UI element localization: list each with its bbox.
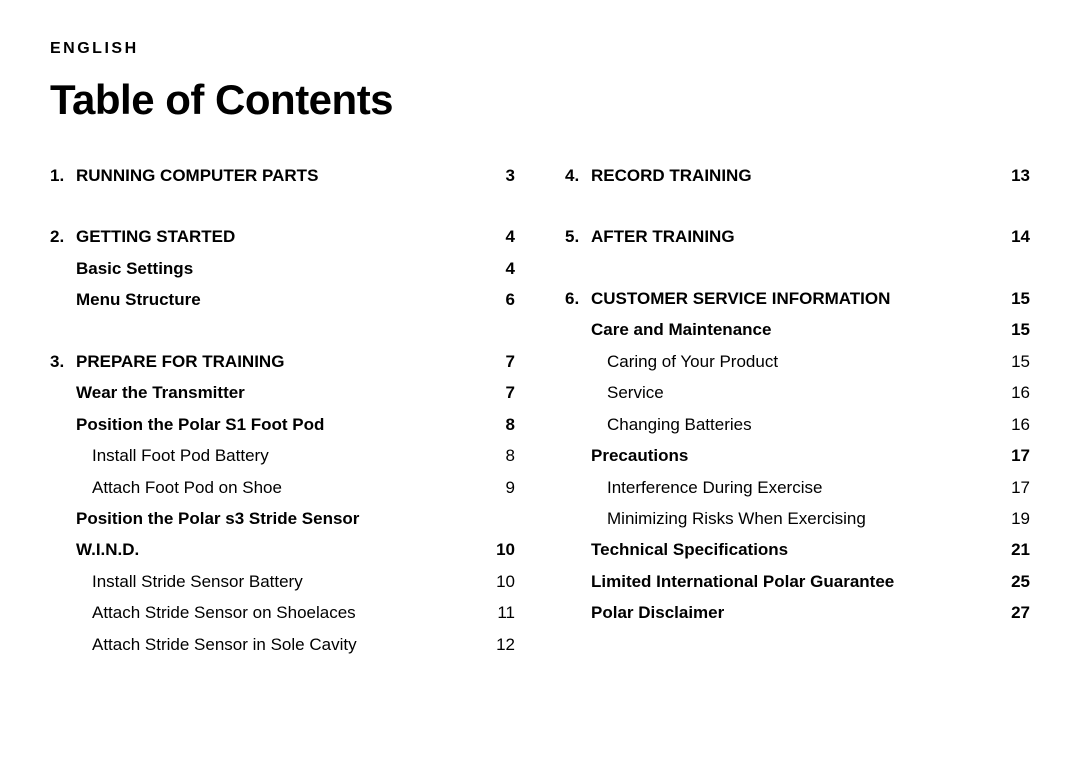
toc-entry-label: GETTING STARTED	[76, 221, 235, 252]
toc-entry-label: RUNNING COMPUTER PARTS	[76, 160, 318, 191]
page-title: Table of Contents	[50, 76, 1030, 124]
toc-entry: 5.AFTER TRAINING 14	[565, 221, 1030, 252]
toc-entry-label: PREPARE FOR TRAINING	[76, 346, 284, 377]
toc-entry: Position the Polar S1 Foot Pod 8	[50, 409, 515, 440]
toc-entry-page: 13	[1006, 160, 1030, 191]
language-label: ENGLISH	[50, 40, 1030, 58]
toc-entry-number: 1.	[50, 160, 76, 191]
toc-entry-page: 10	[491, 566, 515, 597]
toc-entry-label: Position the Polar S1 Foot Pod	[76, 409, 324, 440]
toc-entry: Attach Stride Sensor in Sole Cavity 12	[50, 629, 515, 660]
toc-entry-page: 15	[1006, 346, 1030, 377]
toc-entry-label: Changing Batteries	[607, 409, 752, 440]
toc-entry-page: 4	[491, 253, 515, 284]
toc-entry-page: 9	[491, 472, 515, 503]
toc-entry: Precautions 17	[565, 440, 1030, 471]
toc-entry: Caring of Your Product 15	[565, 346, 1030, 377]
toc-entry-page: 12	[491, 629, 515, 660]
toc-entry: Service 16	[565, 377, 1030, 408]
toc-entry: 3.PREPARE FOR TRAINING 7	[50, 346, 515, 377]
toc-entry-label: Attach Stride Sensor in Sole Cavity	[92, 629, 357, 660]
toc-entry-label: RECORD TRAINING	[591, 160, 752, 191]
toc-entry-page: 14	[1006, 221, 1030, 252]
toc-entry-label: Attach Foot Pod on Shoe	[92, 472, 282, 503]
toc-entry: Install Stride Sensor Battery 10	[50, 566, 515, 597]
toc-entry-page: 21	[1006, 534, 1030, 565]
toc-entry-number: 6.	[565, 283, 591, 314]
toc-section: 4.RECORD TRAINING 13	[565, 160, 1030, 191]
toc-entry-page: 4	[491, 221, 515, 252]
toc-entry-label: Care and Maintenance	[591, 314, 771, 345]
toc-entry: 6.CUSTOMER SERVICE INFORMATION 15	[565, 283, 1030, 314]
toc-entry-page: 25	[1006, 566, 1030, 597]
toc-entry-label: Technical Specifications	[591, 534, 788, 565]
toc-entry: 4.RECORD TRAINING 13	[565, 160, 1030, 191]
toc-entry: Polar Disclaimer 27	[565, 597, 1030, 628]
toc-entry: 1.RUNNING COMPUTER PARTS 3	[50, 160, 515, 191]
toc-entry-page: 11	[491, 597, 515, 628]
toc-entry: Wear the Transmitter 7	[50, 377, 515, 408]
toc-entry-label: Interference During Exercise	[607, 472, 822, 503]
toc-entry: Position the Polar s3 Stride Sensor	[50, 503, 515, 534]
toc-section: 2.GETTING STARTED4Basic Settings4Menu St…	[50, 221, 515, 315]
toc-entry-page: 7	[491, 377, 515, 408]
toc-entry-label: Polar Disclaimer	[591, 597, 724, 628]
toc-entry-label: Attach Stride Sensor on Shoelaces	[92, 597, 356, 628]
toc-entry-page: 8	[491, 409, 515, 440]
toc-entry: Menu Structure 6	[50, 284, 515, 315]
toc-entry: Care and Maintenance 15	[565, 314, 1030, 345]
toc-entry-label: Wear the Transmitter	[76, 377, 245, 408]
toc-entry: Attach Foot Pod on Shoe 9	[50, 472, 515, 503]
toc-entry-number: 5.	[565, 221, 591, 252]
toc-entry: Technical Specifications 21	[565, 534, 1030, 565]
toc-entry-label: Precautions	[591, 440, 688, 471]
toc-entry-number: 3.	[50, 346, 76, 377]
toc-entry-page: 16	[1006, 409, 1030, 440]
toc-entry-label: AFTER TRAINING	[591, 221, 735, 252]
toc-entry-label: Caring of Your Product	[607, 346, 778, 377]
toc-entry-label: W.I.N.D.	[76, 534, 139, 565]
toc-entry-label: Limited International Polar Guarantee	[591, 566, 894, 597]
toc-column: 4.RECORD TRAINING135.AFTER TRAINING146.C…	[565, 160, 1030, 690]
toc-entry-page: 19	[1006, 503, 1030, 534]
toc-entry-label: CUSTOMER SERVICE INFORMATION	[591, 283, 890, 314]
toc-entry: Minimizing Risks When Exercising 19	[565, 503, 1030, 534]
toc-entry-label: Service	[607, 377, 664, 408]
toc-entry-number: 2.	[50, 221, 76, 252]
toc-entry-page: 8	[491, 440, 515, 471]
toc-entry-page: 16	[1006, 377, 1030, 408]
toc-entry-label: Install Stride Sensor Battery	[92, 566, 303, 597]
toc-columns: 1.RUNNING COMPUTER PARTS 3 2.GETTING START…	[50, 160, 1030, 690]
toc-section: 5.AFTER TRAINING 14	[565, 221, 1030, 252]
toc-section: 6.CUSTOMER SERVICE INFORMATION15Care and…	[565, 283, 1030, 629]
toc-section: 1.RUNNING COMPUTER PARTS 3	[50, 160, 515, 191]
toc-column: 1.RUNNING COMPUTER PARTS 3 2.GETTING START…	[50, 160, 515, 690]
toc-entry-page: 3	[491, 160, 515, 191]
toc-entry-label: Menu Structure	[76, 284, 201, 315]
toc-entry-page: 6	[491, 284, 515, 315]
toc-entry: Attach Stride Sensor on Shoelaces 11	[50, 597, 515, 628]
toc-entry-page: 17	[1006, 472, 1030, 503]
toc-entry-label: Minimizing Risks When Exercising	[607, 503, 866, 534]
toc-entry: Basic Settings 4	[50, 253, 515, 284]
toc-entry-number: 4.	[565, 160, 591, 191]
toc-entry: Changing Batteries 16	[565, 409, 1030, 440]
toc-entry: W.I.N.D. 10	[50, 534, 515, 565]
toc-entry-label: Install Foot Pod Battery	[92, 440, 269, 471]
toc-entry-page: 15	[1006, 314, 1030, 345]
toc-entry-page: 7	[491, 346, 515, 377]
toc-entry: Interference During Exercise 17	[565, 472, 1030, 503]
toc-section: 3.PREPARE FOR TRAINING7Wear the Transmit…	[50, 346, 515, 660]
toc-entry-page: 27	[1006, 597, 1030, 628]
toc-entry-label: Basic Settings	[76, 253, 193, 284]
toc-entry-page: 15	[1006, 283, 1030, 314]
toc-entry: Limited International Polar Guarantee 25	[565, 566, 1030, 597]
toc-entry: 2.GETTING STARTED 4	[50, 221, 515, 252]
toc-entry: Install Foot Pod Battery 8	[50, 440, 515, 471]
toc-entry-page: 17	[1006, 440, 1030, 471]
toc-entry-page: 10	[491, 534, 515, 565]
